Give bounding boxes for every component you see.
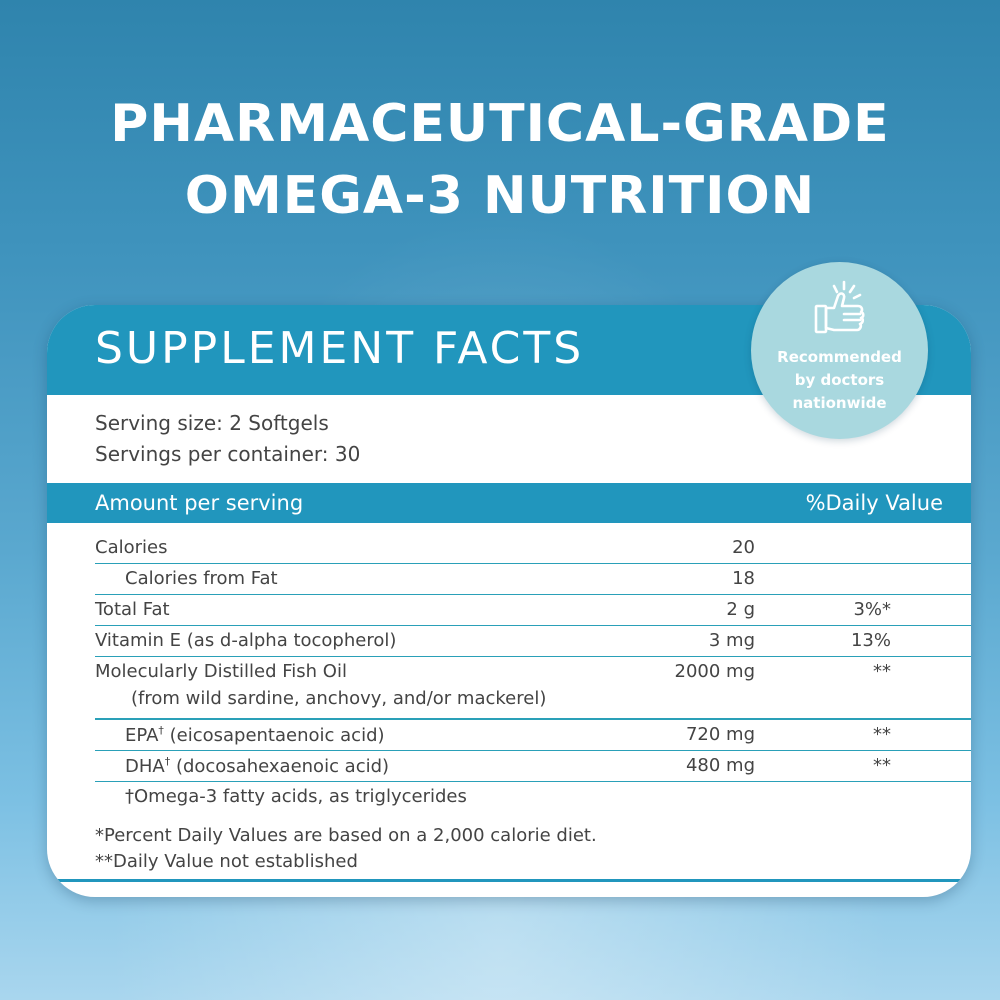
nutrient-name: Vitamin E (as d-alpha tocopherol) xyxy=(95,630,397,651)
nutrient-name: Molecularly Distilled Fish Oil xyxy=(95,661,347,682)
nutrient-amount: 18 xyxy=(732,568,755,589)
nutrient-name: Calories xyxy=(95,537,168,558)
nutrient-dv: ** xyxy=(873,755,891,776)
facts-title: SUPPLEMENT FACTS xyxy=(95,323,585,374)
thumbs-up-icon xyxy=(814,280,865,334)
badge-line-1: Recommended xyxy=(777,348,902,366)
badge-text: Recommended by doctors nationwide xyxy=(751,346,928,415)
nutrient-amount: 480 mg xyxy=(685,755,755,776)
footnote-daily-values: *Percent Daily Values are based on a 2,0… xyxy=(95,825,597,846)
amount-header: Amount per serving xyxy=(95,491,304,515)
omega-3-note: †Omega-3 fatty acids, as triglycerides xyxy=(125,786,467,807)
table-row: EPA† (eicosapentaenoic acid) 720 mg ** xyxy=(95,720,971,751)
nutrient-dv: 13% xyxy=(850,630,891,651)
badge-line-2: by doctors xyxy=(794,371,885,389)
nutrient-dv: 3%* xyxy=(853,599,891,620)
nutrient-name: Calories from Fat xyxy=(125,568,278,589)
headline-line-1: PHARMACEUTICAL-GRADE xyxy=(110,94,890,154)
nutrient-name: DHA xyxy=(125,756,165,777)
serving-info: Serving size: 2 Softgels Servings per co… xyxy=(95,408,360,470)
dagger-mark: † xyxy=(164,755,171,768)
nutrient-name: Total Fat xyxy=(95,599,170,620)
daily-value-header: %Daily Value xyxy=(805,491,943,515)
nutrient-amount: 720 mg xyxy=(685,724,755,745)
nutrient-amount: 3 mg xyxy=(708,630,755,651)
nutrient-name-detail: (eicosapentaenoic acid) xyxy=(163,725,385,746)
nutrient-name: EPA xyxy=(125,725,159,746)
nutrient-dv: ** xyxy=(873,724,891,745)
nutrient-table: Calories 20 Calories from Fat 18 Total F… xyxy=(95,533,971,812)
amount-per-serving-bar: Amount per serving %Daily Value xyxy=(47,483,971,523)
servings-per-container: Servings per container: 30 xyxy=(95,442,361,466)
table-row: DHA† (docosahexaenoic acid) 480 mg ** xyxy=(95,751,971,782)
nutrient-name-group: DHA† (docosahexaenoic acid) xyxy=(125,755,389,777)
dagger-mark: † xyxy=(158,724,164,737)
table-row: †Omega-3 fatty acids, as triglycerides xyxy=(95,782,971,812)
nutrient-amount: 2000 mg xyxy=(674,661,756,682)
nutrient-amount: 2 g xyxy=(726,599,755,620)
table-row: Calories from Fat 18 xyxy=(95,564,971,595)
recommended-badge: Recommended by doctors nationwide xyxy=(751,262,928,439)
footnote-not-established: **Daily Value not established xyxy=(95,851,358,872)
nutrient-source: (from wild sardine, anchovy, and/or mack… xyxy=(131,688,547,709)
badge-line-3: nationwide xyxy=(792,394,887,412)
headline-line-2: OMEGA-3 NUTRITION xyxy=(184,166,816,226)
table-row: Total Fat 2 g 3%* xyxy=(95,595,971,626)
table-row: Calories 20 xyxy=(95,533,971,564)
serving-size: Serving size: 2 Softgels xyxy=(95,411,329,435)
nutrient-amount: 20 xyxy=(732,537,755,558)
headline: PHARMACEUTICAL-GRADE OMEGA-3 NUTRITION xyxy=(0,88,1000,232)
table-row: Vitamin E (as d-alpha tocopherol) 3 mg 1… xyxy=(95,626,971,657)
nutrient-dv: ** xyxy=(873,661,891,682)
nutrient-name-group: EPA† (eicosapentaenoic acid) xyxy=(125,724,385,746)
nutrient-name-group: Molecularly Distilled Fish Oil (from wil… xyxy=(95,661,546,709)
bottom-rule xyxy=(47,879,971,882)
footnotes: *Percent Daily Values are based on a 2,0… xyxy=(95,823,597,875)
nutrient-name-detail: (docosahexaenoic acid) xyxy=(170,756,390,777)
table-row: Molecularly Distilled Fish Oil (from wil… xyxy=(95,657,971,720)
